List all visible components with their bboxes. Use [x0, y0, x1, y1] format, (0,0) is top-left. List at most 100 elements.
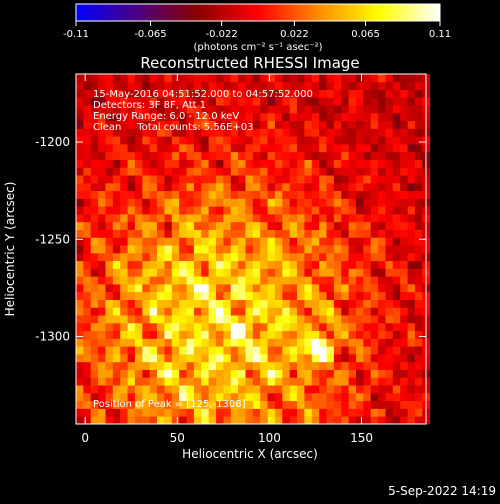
heatmap-cell — [378, 416, 386, 425]
heatmap-cell — [319, 89, 327, 98]
heatmap-cell — [267, 252, 276, 262]
heatmap-cell — [120, 198, 128, 207]
heatmap-cell — [297, 245, 305, 254]
heatmap-cell — [297, 144, 305, 153]
heatmap-cell — [252, 307, 261, 316]
heatmap-cell — [311, 245, 320, 254]
heatmap-cell — [208, 416, 217, 425]
heatmap-cell — [274, 284, 283, 293]
heatmap-cell — [142, 268, 151, 277]
heatmap-cell — [157, 361, 165, 370]
heatmap-cell — [179, 252, 187, 262]
heatmap-cell — [164, 190, 173, 199]
heatmap-cell — [105, 260, 114, 269]
heatmap-cell — [238, 330, 246, 339]
heatmap-cell — [333, 136, 342, 145]
heatmap-cell — [348, 369, 357, 378]
heatmap-cell — [127, 167, 136, 176]
heatmap-cell — [363, 74, 372, 83]
heatmap-cell — [179, 416, 187, 425]
heatmap-cell — [378, 175, 386, 184]
heatmap-cell — [400, 74, 408, 83]
heatmap-cell — [230, 322, 239, 332]
heatmap-cell — [378, 206, 386, 215]
heatmap-cell — [142, 175, 151, 184]
heatmap-cell — [392, 81, 401, 90]
heatmap-cell — [171, 299, 180, 308]
heatmap-cell — [385, 307, 394, 316]
heatmap-cell — [274, 260, 283, 269]
heatmap-cell — [267, 346, 276, 355]
heatmap-cell — [319, 400, 327, 409]
heatmap-cell — [326, 307, 335, 316]
heatmap-cell — [341, 206, 350, 215]
heatmap-cell — [356, 408, 364, 417]
heatmap-cell — [112, 221, 121, 230]
heatmap-cell — [289, 291, 298, 300]
heatmap-cell — [245, 190, 254, 199]
heatmap-cell — [400, 400, 408, 409]
heatmap-cell — [370, 260, 379, 269]
heatmap-cell — [392, 361, 401, 370]
heatmap-cell — [238, 237, 246, 246]
heatmap-cell — [112, 120, 121, 129]
heatmap-cell — [385, 400, 394, 409]
heatmap-cell — [216, 268, 224, 277]
heatmap-cell — [142, 299, 151, 308]
heatmap-cell — [392, 299, 401, 308]
heatmap-cell — [304, 307, 313, 316]
heatmap-cell — [216, 190, 224, 199]
heatmap-cell — [105, 105, 114, 114]
heatmap-cell — [134, 128, 143, 137]
heatmap-cell — [105, 97, 114, 106]
heatmap-cell — [186, 245, 195, 254]
heatmap-cell — [363, 291, 372, 300]
heatmap-cell — [289, 206, 298, 215]
heatmap-cell — [216, 175, 224, 184]
heatmap-cell — [407, 416, 416, 425]
heatmap-cell — [201, 252, 210, 262]
heatmap-cell — [193, 377, 202, 386]
heatmap-cell — [83, 105, 92, 114]
heatmap-cell — [297, 198, 305, 207]
heatmap-cell — [230, 136, 239, 145]
heatmap-cell — [348, 284, 357, 293]
heatmap-cell — [164, 221, 173, 230]
heatmap-cell — [378, 354, 386, 363]
heatmap-cell — [201, 190, 210, 199]
heatmap-cell — [363, 151, 372, 160]
heatmap-cell — [245, 159, 254, 168]
heatmap-cell — [201, 346, 210, 355]
heatmap-cell — [356, 392, 364, 402]
heatmap-cell — [267, 229, 276, 238]
heatmap-cell — [370, 159, 379, 168]
heatmap-cell — [370, 182, 379, 192]
heatmap-cell — [216, 291, 224, 300]
heatmap-cell — [201, 338, 210, 347]
heatmap-cell — [105, 392, 114, 402]
heatmap-cell — [208, 284, 217, 293]
heatmap-cell — [274, 97, 283, 106]
heatmap-cell — [134, 377, 143, 386]
heatmap-cell — [252, 260, 261, 269]
heatmap-cell — [252, 128, 261, 137]
heatmap-cell — [326, 276, 335, 285]
heatmap-cell — [83, 245, 92, 254]
heatmap-cell — [297, 276, 305, 285]
heatmap-cell — [157, 159, 165, 168]
heatmap-cell — [348, 416, 357, 425]
heatmap-cell — [319, 144, 327, 153]
heatmap-cell — [120, 416, 128, 425]
heatmap-cell — [76, 346, 84, 355]
heatmap-cell — [356, 182, 364, 192]
heatmap-cell — [120, 315, 128, 324]
heatmap-cell — [319, 190, 327, 199]
heatmap-cell — [252, 291, 261, 300]
heatmap-cell — [282, 112, 291, 122]
heatmap-cell — [201, 81, 210, 90]
heatmap-cell — [311, 408, 320, 417]
heatmap-cell — [98, 136, 106, 145]
heatmap-cell — [76, 182, 84, 192]
heatmap-cell — [282, 392, 291, 402]
heatmap-cell — [245, 416, 254, 425]
